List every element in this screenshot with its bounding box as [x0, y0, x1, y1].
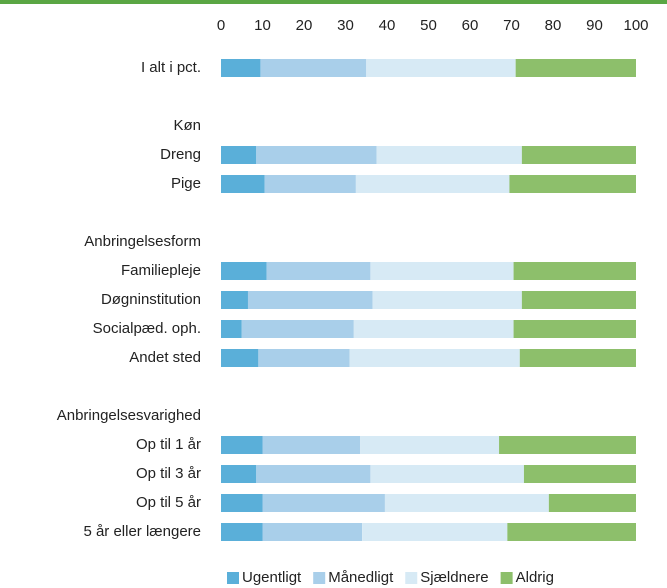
legend-label: Sjældnere [420, 569, 488, 586]
bar-segment [370, 262, 514, 280]
legend-swatch [500, 572, 513, 584]
legend-swatch [313, 572, 326, 584]
bar-segment [221, 523, 263, 541]
category-label: Anbringelsesvarighed [57, 407, 201, 424]
bar-segment [355, 175, 510, 193]
bar-segment [256, 146, 377, 164]
bar-segment [372, 291, 522, 309]
x-tick-label: 80 [545, 17, 562, 34]
bar-segment [499, 436, 636, 454]
bar-segment [221, 59, 261, 77]
bar-segment [523, 465, 636, 483]
bar-segment [262, 436, 361, 454]
bar-segment [362, 523, 508, 541]
bar-segment [221, 262, 267, 280]
legend-label: Månedligt [328, 569, 394, 586]
bar-segment [349, 349, 520, 367]
legend-label: Aldrig [516, 569, 554, 586]
bar-segment [548, 494, 636, 512]
bar-segment [515, 59, 636, 77]
bar-segment [221, 175, 265, 193]
category-label: Døgninstitution [101, 291, 201, 308]
bar-segment [221, 494, 263, 512]
category-label: 5 år eller længere [83, 523, 201, 540]
category-label: Socialpæd. oph. [93, 320, 201, 337]
category-label: Op til 5 år [136, 494, 201, 511]
category-label: Dreng [160, 146, 201, 163]
x-tick-label: 60 [462, 17, 479, 34]
bar-segment [221, 320, 242, 338]
bar-segment [384, 494, 549, 512]
category-label: Op til 1 år [136, 436, 201, 453]
bar-segment [509, 175, 636, 193]
category-label: Andet sted [129, 349, 201, 366]
bar-segment [247, 291, 373, 309]
bar-segment [513, 320, 636, 338]
bar-segment [521, 291, 636, 309]
x-tick-label: 20 [296, 17, 313, 34]
x-tick-label: 10 [254, 17, 271, 34]
bar-segment [519, 349, 636, 367]
bar-segment [258, 349, 350, 367]
bar-segment [264, 175, 356, 193]
legend-swatch [405, 572, 418, 584]
bar-segment [360, 436, 500, 454]
category-label: I alt i pct. [141, 59, 201, 76]
bar-segment [376, 146, 522, 164]
category-label: Pige [171, 175, 201, 192]
category-label: Køn [173, 117, 201, 134]
category-label: Op til 3 år [136, 465, 201, 482]
bar-segment [262, 523, 363, 541]
top-rule [0, 0, 667, 4]
bar-segment [221, 349, 259, 367]
x-tick-label: 50 [420, 17, 437, 34]
bar-segment [262, 494, 385, 512]
bar-segment [366, 59, 516, 77]
bar-segment [353, 320, 514, 338]
bar-segment [370, 465, 524, 483]
x-tick-label: 40 [379, 17, 396, 34]
bar-segment [221, 291, 248, 309]
bar-segment [221, 436, 263, 454]
legend-swatch [227, 572, 239, 584]
bar-segment [266, 262, 371, 280]
x-tick-label: 0 [217, 17, 225, 34]
bar-segment [507, 523, 636, 541]
bar-segment [513, 262, 636, 280]
legend-label: Ugentligt [242, 569, 302, 586]
bar-segment [221, 146, 257, 164]
x-tick-label: 90 [586, 17, 603, 34]
category-label: Familiepleje [121, 262, 201, 279]
x-tick-label: 70 [503, 17, 520, 34]
category-label: Anbringelsesform [84, 233, 201, 250]
bar-segment [221, 465, 257, 483]
bar-segment [241, 320, 354, 338]
x-tick-label: 30 [337, 17, 354, 34]
bar-segment [256, 465, 371, 483]
bar-segment [521, 146, 636, 164]
bar-segment [260, 59, 367, 77]
x-tick-label: 100 [623, 17, 648, 34]
